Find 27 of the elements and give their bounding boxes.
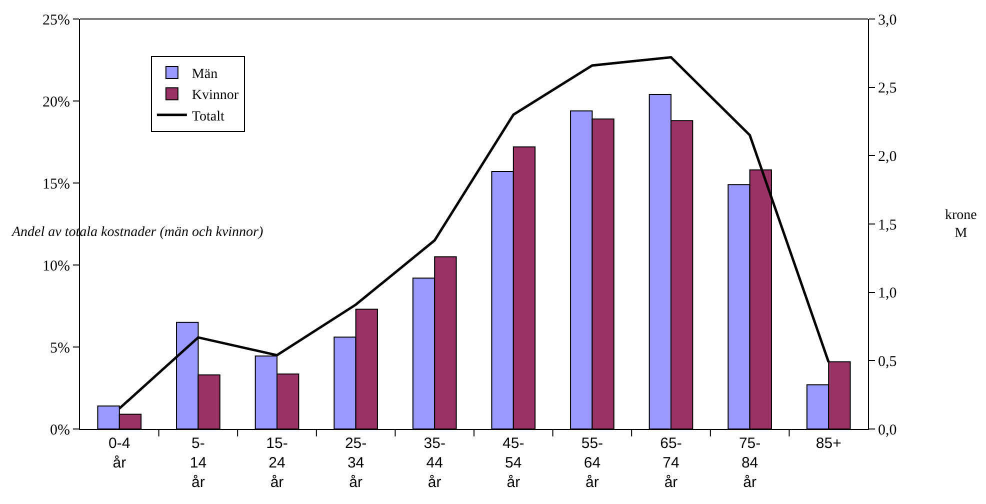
legend-label: Kvinnor bbox=[192, 88, 239, 104]
y-tick-label: 25% bbox=[42, 12, 70, 28]
y-tick-label: 5% bbox=[50, 340, 70, 356]
x-tick-label: 55- 64 år bbox=[581, 435, 604, 491]
y2-tick-label: 2,5 bbox=[878, 80, 897, 97]
x-tick-label: 65- 74 år bbox=[660, 435, 682, 491]
x-tick-label: 5- 14 år bbox=[190, 435, 207, 491]
y2-tick-label: 0,5 bbox=[878, 354, 897, 370]
x-tick-label: 45- 54 år bbox=[502, 435, 524, 491]
x-tick-label: 75- 84 år bbox=[738, 435, 761, 491]
y2-tick-label: 1,0 bbox=[878, 286, 897, 302]
y2-tick-label: 1,5 bbox=[878, 217, 897, 234]
legend-label: Totalt bbox=[192, 109, 224, 124]
x-tick-label: 25- 34 år bbox=[344, 435, 367, 491]
x-tick-label: 85+ bbox=[816, 435, 842, 452]
y2-tick-label: 0,0 bbox=[878, 422, 897, 438]
y-tick-label: 15% bbox=[42, 176, 70, 192]
x-tick-label: 15- 24 år bbox=[266, 435, 288, 491]
y2-axis-title: krone M bbox=[945, 208, 977, 242]
y-tick-label: 10% bbox=[42, 258, 70, 274]
y2-tick-label: 2,0 bbox=[878, 148, 897, 165]
y-tick-label: 20% bbox=[42, 94, 70, 110]
legend-label: Män bbox=[192, 66, 218, 82]
y2-tick-label: 3,0 bbox=[878, 12, 897, 28]
x-tick-label: 0-4 år bbox=[108, 435, 130, 472]
y-tick-label: 0% bbox=[50, 422, 70, 438]
x-tick-label: 35- 44 år bbox=[424, 435, 446, 491]
